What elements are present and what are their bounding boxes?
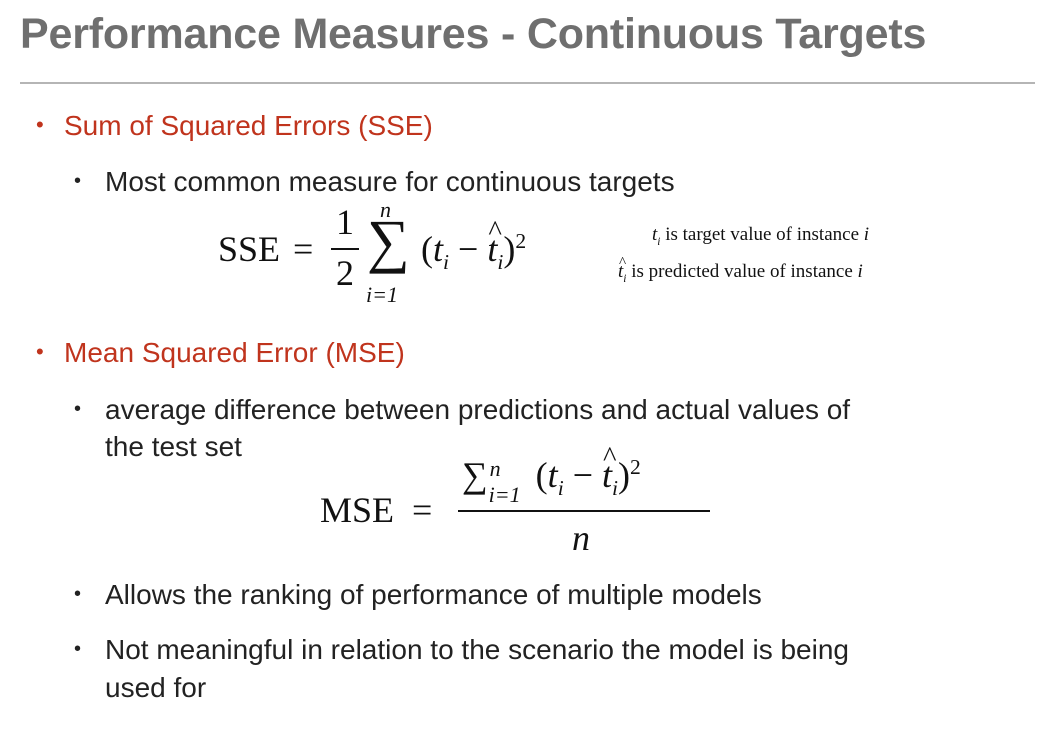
mse-desc-line1: average difference between predictions a… — [105, 394, 851, 425]
mse-denominator: n — [572, 518, 590, 558]
mse-numerator: ∑ n i=1 (ti − ^ ti)2 — [462, 441, 641, 507]
sse-denominator: 2 — [336, 253, 354, 293]
bullet-dot: • — [74, 638, 82, 660]
sse-note-predicted: ^ ti is predicted value of instance i — [618, 254, 863, 285]
sse-upper-limit: n — [380, 197, 391, 222]
sse-fraction-bar — [331, 248, 359, 250]
mse-heading: Mean Squared Error (MSE) — [64, 337, 405, 368]
sse-lower-limit: i=1 — [366, 282, 398, 307]
meaningful-line1: Not meaningful in relation to the scenar… — [105, 634, 849, 665]
sse-lhs: SSE — [218, 229, 281, 269]
bullet-dot: • — [74, 583, 82, 605]
page-title: Performance Measures - Continuous Target… — [20, 10, 927, 58]
sse-heading: Sum of Squared Errors (SSE) — [64, 110, 433, 141]
bullet-dot: • — [74, 170, 82, 192]
mse-fraction-bar — [458, 510, 710, 512]
mse-desc-line2: the test set — [105, 431, 242, 462]
mse-lhs: MSE — [320, 490, 395, 530]
title-divider — [20, 82, 1035, 84]
sse-equals: = — [293, 229, 314, 269]
sse-numerator: 1 — [336, 202, 354, 242]
meaningful-line2: used for — [105, 672, 207, 703]
bullet-dot: • — [36, 339, 44, 364]
mse-equals: = — [412, 490, 433, 530]
bullet-dot: • — [36, 112, 44, 137]
sse-term: (ti − ^ ti)2 — [421, 215, 527, 275]
sse-note-target: ti is target value of instance i — [652, 224, 870, 248]
ranking-text: Allows the ranking of performance of mul… — [105, 579, 762, 610]
sse-desc: Most common measure for continuous targe… — [105, 166, 675, 197]
bullet-dot: • — [74, 398, 82, 420]
sigma-icon: ∑ — [367, 208, 410, 274]
